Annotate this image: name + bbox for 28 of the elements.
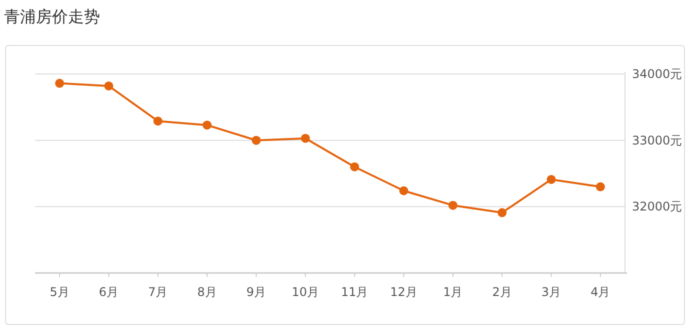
point bbox=[202, 120, 212, 130]
x-tick-label: 4月 bbox=[590, 285, 610, 299]
point bbox=[399, 186, 408, 196]
x-tick-label: 7月 bbox=[148, 285, 168, 299]
y-tick-label: 33000元 bbox=[632, 133, 682, 148]
x-tick-label: 10月 bbox=[292, 285, 320, 299]
x-tick-label: 5月 bbox=[50, 285, 70, 299]
point bbox=[498, 208, 507, 218]
point bbox=[350, 162, 360, 172]
point bbox=[596, 182, 605, 192]
point bbox=[300, 134, 310, 143]
x-tick-label: 11月 bbox=[340, 285, 368, 299]
point bbox=[546, 174, 556, 184]
point bbox=[55, 78, 64, 88]
x-tick-label: 3月 bbox=[541, 285, 562, 299]
point bbox=[104, 81, 114, 90]
x-tick-label: 8月 bbox=[197, 285, 217, 299]
y-tick-label: 32000元 bbox=[632, 200, 682, 214]
point bbox=[252, 136, 261, 145]
y-tick-label: 34000元 bbox=[632, 67, 682, 81]
x-tick-label: 12月 bbox=[390, 285, 418, 299]
point bbox=[448, 200, 458, 210]
x-tick-label: 2月 bbox=[492, 285, 512, 299]
chart-title: 青浦房价走势 bbox=[4, 7, 100, 26]
point bbox=[153, 116, 162, 126]
x-tick-label: 1月 bbox=[443, 285, 463, 299]
x-tick-label: 9月 bbox=[246, 285, 266, 299]
x-tick-label: 6月 bbox=[98, 285, 119, 299]
